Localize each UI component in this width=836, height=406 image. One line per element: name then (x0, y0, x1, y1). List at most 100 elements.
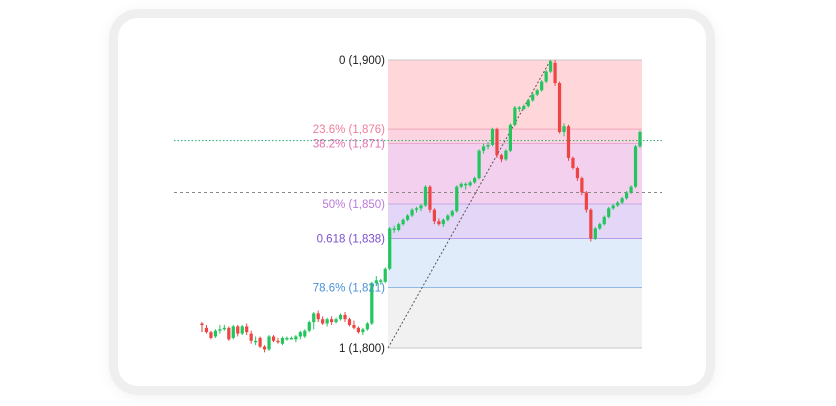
candle-body (620, 198, 624, 203)
fib-band (388, 238, 642, 288)
candle-body (298, 332, 302, 337)
candle-body (388, 228, 392, 269)
candle-body (374, 280, 378, 284)
candle-body (607, 208, 611, 217)
candle-body (557, 83, 562, 132)
candle-body (459, 183, 463, 187)
candle-body (312, 313, 316, 323)
candle-body (477, 150, 481, 179)
candle-body (562, 126, 566, 132)
candle-body (428, 186, 432, 210)
fib-level-label: 78.6% (1,821) (313, 283, 385, 295)
candle-body (236, 326, 240, 334)
reference-lines (174, 140, 662, 193)
candle-body (383, 268, 387, 282)
candle-body (240, 326, 244, 334)
candle-body (495, 129, 499, 156)
candle-body (450, 211, 454, 216)
candle-body (571, 157, 575, 168)
candle-body (624, 192, 629, 199)
candle-body (419, 205, 423, 209)
candle-body (231, 326, 235, 338)
candle-body (575, 168, 580, 179)
trendline (387, 59, 552, 349)
candle-body (222, 327, 226, 330)
candle-body (508, 124, 512, 151)
fib-level-label: 1 (1,800) (339, 343, 385, 355)
candle-body (432, 209, 437, 222)
candle-body (490, 129, 495, 145)
fib-band (388, 129, 642, 144)
candle-body (602, 216, 606, 225)
candle-body (347, 319, 352, 325)
candle-body (566, 126, 571, 158)
fib-level-label: 0.618 (1,838) (317, 234, 386, 246)
candle-body (580, 178, 584, 193)
candle-body (598, 224, 602, 229)
candle-body (245, 326, 249, 333)
candle-body (280, 337, 285, 344)
candle-body (361, 329, 365, 333)
fib-level-label: 0 (1,900) (339, 55, 385, 67)
candle-body (468, 182, 472, 186)
candle-body (401, 219, 405, 225)
candle-body (334, 319, 338, 323)
candle-body (254, 340, 258, 343)
candle-body (535, 90, 539, 95)
candle-body (464, 183, 468, 186)
candle-body (204, 327, 209, 333)
fib-band (388, 287, 642, 348)
candle-body (504, 150, 508, 160)
candle-body (549, 61, 553, 72)
fib-level-labels: 0 (1,900) 23.6% (1,876) 38.2% (1,871) 50% (… (313, 55, 385, 355)
candle-body (249, 333, 253, 341)
candle-body (303, 330, 307, 337)
candle-body (633, 146, 638, 187)
candle-body (446, 215, 450, 220)
candle-body (294, 336, 298, 340)
candle-body (392, 228, 396, 230)
candle-body (316, 313, 320, 320)
candle-body (526, 100, 530, 107)
candle-body (343, 314, 347, 320)
candle-body (321, 319, 325, 324)
candle-body (356, 327, 361, 333)
candle-body (414, 208, 419, 210)
candle-body (616, 202, 620, 206)
candle-body (522, 106, 526, 109)
candle-body (365, 323, 369, 330)
candle-body (593, 228, 597, 239)
candle-body (338, 314, 343, 320)
candle-body (262, 346, 267, 350)
fib-level-label: 23.6% (1,876) (313, 124, 385, 136)
candle-body (379, 280, 383, 282)
candle-body (289, 337, 293, 340)
candle-body (517, 107, 521, 110)
candle-body (276, 340, 280, 343)
candle-body (611, 205, 615, 209)
fib-level-label: 38.2% (1,871) (313, 139, 385, 151)
candle-body (437, 221, 441, 225)
candle-body (513, 107, 517, 125)
candle-body (258, 337, 262, 347)
candle-body (540, 81, 544, 91)
candle-body (423, 186, 428, 206)
fib-trendline (387, 59, 552, 349)
candle-body (267, 336, 271, 350)
candle-body (325, 319, 329, 324)
candle-body (531, 94, 535, 101)
candle-body (481, 146, 486, 151)
candlesticks (200, 60, 642, 353)
candle-body (397, 224, 401, 230)
candle-body (352, 324, 356, 328)
candle-body (410, 209, 414, 216)
candle-body (499, 155, 504, 160)
candle-body (584, 192, 588, 210)
candle-body (370, 283, 374, 324)
candle-body (200, 323, 204, 326)
candle-body (271, 336, 276, 341)
candle-body (330, 319, 334, 323)
candle-body (544, 71, 548, 82)
candle-body (213, 330, 218, 337)
